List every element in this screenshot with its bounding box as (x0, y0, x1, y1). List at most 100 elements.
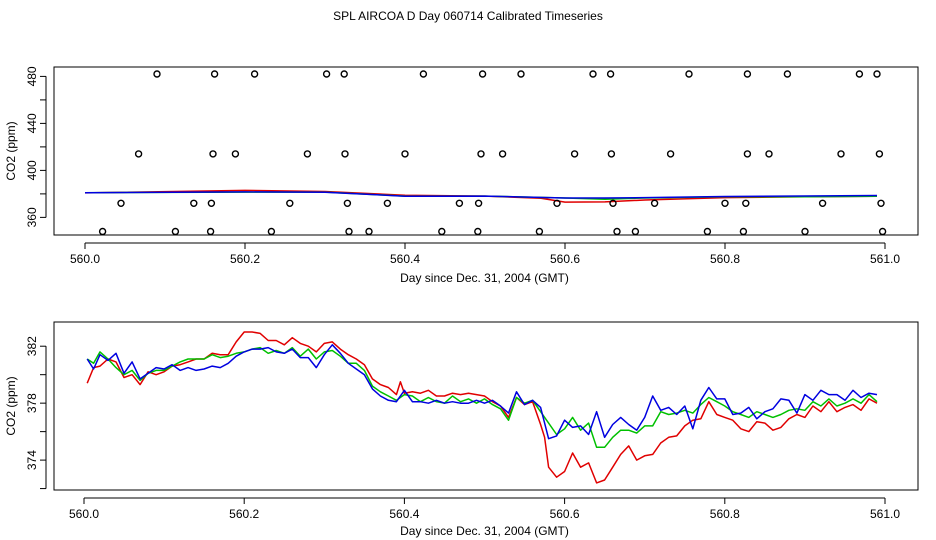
top-y-axis: 360 400 440 480 (25, 66, 47, 227)
top-series-lines (84, 189, 878, 203)
y-tick-label: 374 (25, 450, 39, 470)
data-point (666, 150, 675, 158)
bottom-x-axis-label: Day since Dec. 31, 2004 (GMT) (400, 524, 569, 538)
top-x-axis: 560.0 560.2 560.4 560.6 560.8 561.0 (70, 242, 900, 266)
data-point (341, 150, 349, 158)
data-point (743, 70, 752, 78)
top-x-axis-label: Day since Dec. 31, 2004 (GMT) (400, 271, 569, 285)
data-point (517, 70, 525, 78)
x-tick-label: 561.0 (870, 252, 900, 266)
chart-title: SPL AIRCOA D Day 060714 Calibrated Times… (333, 9, 603, 23)
data-point (474, 227, 482, 236)
data-point (613, 227, 621, 236)
data-point (721, 199, 729, 208)
data-point (631, 227, 640, 236)
data-point (589, 70, 597, 78)
bottom-series-lines (86, 331, 878, 484)
data-point (190, 199, 198, 208)
data-point (607, 150, 616, 158)
data-point (171, 227, 180, 236)
data-point (153, 70, 161, 78)
y-tick-label: 480 (25, 66, 39, 86)
data-point (134, 150, 143, 158)
x-tick-label: 560.8 (710, 252, 740, 266)
data-point (477, 150, 485, 158)
top-scatter-points (98, 70, 887, 236)
data-point (343, 199, 352, 208)
data-point (250, 70, 259, 78)
data-point (210, 70, 219, 78)
data-point (743, 150, 752, 158)
data-point (209, 150, 217, 158)
data-point (117, 199, 125, 208)
top-plot-frame (53, 66, 919, 236)
data-point (801, 227, 809, 236)
data-point (703, 227, 712, 236)
bottom-panel: 560.0 560.2 560.4 560.6 560.8 561.0 374 378 382… (4, 321, 919, 538)
data-point (98, 227, 107, 236)
data-point (383, 199, 392, 208)
top-panel: 560.0 560.2 560.4 560.6 560.8 561.0 360 400 440… (4, 66, 919, 285)
data-point (498, 150, 507, 158)
bottom-y-axis-label: CO2 (ppm) (4, 376, 18, 435)
x-tick-label: 560.6 (550, 507, 580, 521)
x-tick-label: 560.2 (230, 252, 260, 266)
data-point (818, 199, 827, 208)
data-point (286, 199, 294, 208)
data-point (231, 150, 240, 158)
x-tick-label: 560.6 (550, 252, 580, 266)
y-tick-label: 400 (25, 160, 39, 180)
x-tick-label: 560.0 (69, 507, 99, 521)
data-point (685, 70, 693, 78)
x-tick-label: 560.4 (389, 507, 419, 521)
series-line-red (86, 331, 878, 484)
data-point (345, 227, 353, 236)
data-point (877, 199, 885, 208)
data-point (365, 227, 373, 236)
bottom-y-axis: 374 378 382 (25, 336, 47, 490)
data-point (267, 227, 276, 236)
y-tick-label: 360 (25, 207, 39, 227)
data-point (401, 150, 409, 158)
y-tick-label: 382 (25, 336, 39, 356)
x-tick-label: 561.0 (870, 507, 900, 521)
series-line-blue (86, 344, 878, 440)
x-tick-label: 560.0 (70, 252, 100, 266)
y-tick-label: 440 (25, 113, 39, 133)
data-point (438, 227, 446, 236)
data-point (606, 70, 615, 78)
y-tick-label: 378 (25, 393, 39, 413)
data-point (650, 199, 659, 208)
data-point (878, 227, 887, 236)
x-tick-label: 560.4 (390, 252, 420, 266)
data-point (478, 70, 487, 78)
data-point (419, 70, 428, 78)
series-line-green (86, 346, 878, 449)
data-point (553, 199, 561, 208)
data-point (303, 150, 312, 158)
data-point (875, 150, 884, 158)
data-point (207, 199, 216, 208)
series-line-blue (84, 191, 878, 199)
bottom-x-axis: 560.0 560.2 560.4 560.6 560.8 561.0 (69, 497, 900, 521)
data-point (206, 227, 215, 236)
data-point (609, 199, 617, 208)
data-point (742, 199, 750, 208)
x-tick-label: 560.2 (229, 507, 259, 521)
data-point (739, 227, 748, 236)
data-point (570, 150, 579, 158)
data-point (474, 199, 483, 208)
top-y-axis-label: CO2 (ppm) (4, 121, 18, 180)
bottom-plot-frame (53, 321, 919, 491)
data-point (783, 70, 792, 78)
data-point (340, 70, 348, 78)
data-point (855, 70, 864, 78)
data-point (837, 150, 845, 158)
data-point (873, 70, 881, 78)
data-point (322, 70, 331, 78)
data-point (765, 150, 773, 158)
data-point (455, 199, 464, 208)
x-tick-label: 560.8 (710, 507, 740, 521)
data-point (535, 227, 544, 236)
